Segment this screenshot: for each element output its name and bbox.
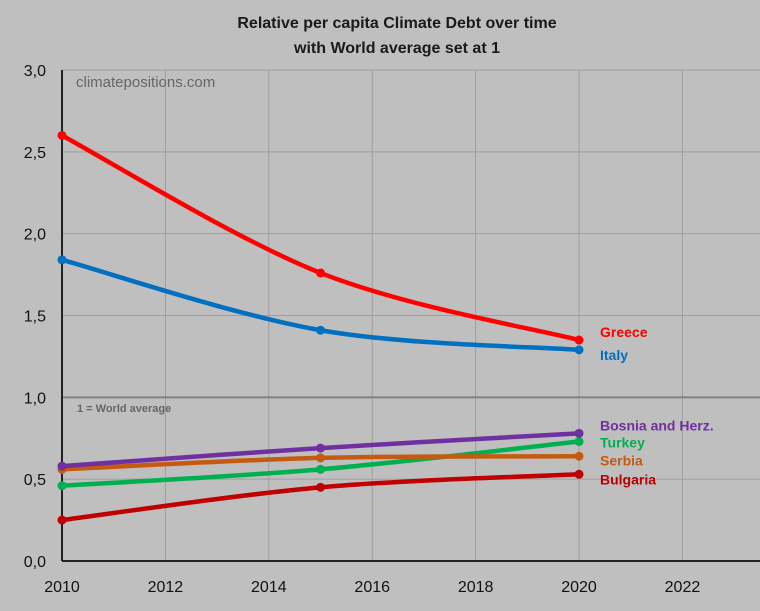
data-point-turkey [574,437,584,447]
series-label-serbia: Serbia [600,452,643,468]
y-tick-label: 1,0 [24,390,46,407]
data-point-bosnia-and-herz [574,428,584,438]
y-tick-label: 2,5 [24,145,46,162]
x-tick-label: 2022 [665,579,701,596]
x-tick-label: 2020 [561,579,597,596]
series-label-bosnia-and-herz: Bosnia and Herz. [600,417,714,433]
grid-lines [62,69,760,561]
data-point-greece [574,335,584,345]
series-label-bulgaria: Bulgaria [600,471,656,487]
y-tick-label: 3,0 [24,63,46,80]
x-tick-label: 2014 [251,579,287,596]
series-label-turkey: Turkey [600,435,645,451]
chart-subtitle: with World average set at 1 [293,40,500,57]
data-point-bosnia-and-herz [316,443,326,453]
y-tick-label: 1,5 [24,309,46,326]
data-point-italy [57,255,67,265]
data-point-greece [57,130,67,140]
series-line-greece [59,133,582,343]
data-point-italy [316,325,326,335]
data-point-turkey [57,481,67,491]
data-point-serbia [316,453,326,463]
x-tick-label: 2010 [44,579,80,596]
data-point-greece [316,268,326,278]
data-point-bulgaria [316,482,326,492]
y-tick-label: 0,5 [24,472,46,489]
x-tick-label: 2016 [354,579,390,596]
data-point-italy [574,345,584,355]
series-label-greece: Greece [600,324,648,340]
y-tick-label: 0,0 [24,554,46,571]
axes: 0,0 0,5 1,0 1,5 2,0 2,5 3,0 2010 2012 2014 2016 201… [24,63,760,596]
data-point-bulgaria [57,515,67,525]
data-point-serbia [574,451,584,461]
watermark: climatepositions.com [76,74,215,91]
series-layer [57,130,584,525]
y-tick-label: 2,0 [24,227,46,244]
data-point-bosnia-and-herz [57,461,67,471]
x-tick-label: 2012 [148,579,184,596]
data-point-bulgaria [574,469,584,479]
series-label-italy: Italy [600,347,628,363]
reference-line-label: 1 = World average [77,403,171,415]
chart-title: Relative per capita Climate Debt over ti… [237,15,556,32]
x-tick-label: 2018 [458,579,494,596]
data-point-turkey [316,464,326,474]
